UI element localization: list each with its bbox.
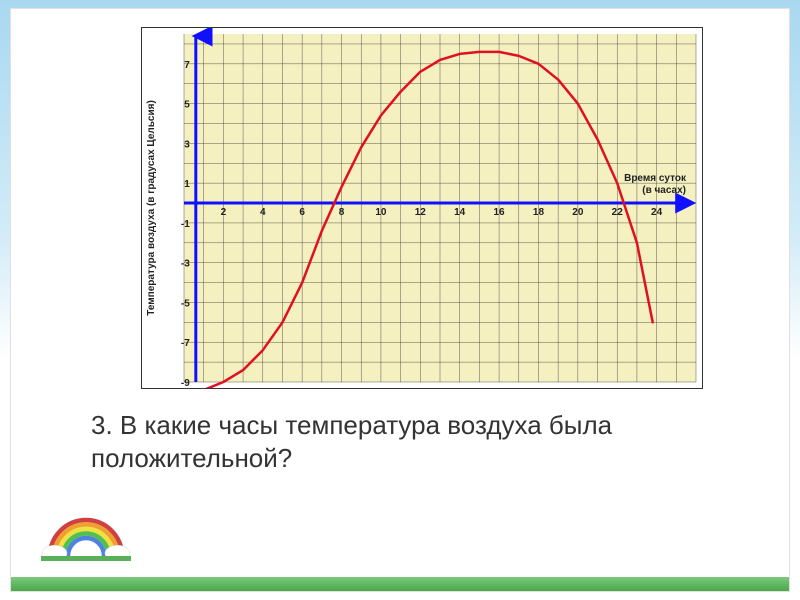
svg-text:10: 10	[375, 207, 387, 218]
rainbow-icon	[41, 506, 131, 561]
content-frame: 24681012141618202224-9-7-5-3-11357Время …	[10, 8, 790, 592]
svg-text:4: 4	[260, 207, 266, 218]
svg-text:-5: -5	[181, 298, 190, 309]
slide: 24681012141618202224-9-7-5-3-11357Время …	[0, 0, 800, 600]
grass-decor	[11, 577, 789, 591]
svg-text:7: 7	[184, 60, 190, 71]
svg-text:3: 3	[184, 139, 190, 150]
svg-text:2: 2	[221, 207, 227, 218]
question-text-block: 3. В какие часы температура воздуха была…	[91, 409, 691, 474]
svg-text:22: 22	[612, 207, 624, 218]
svg-text:12: 12	[415, 207, 427, 218]
svg-text:8: 8	[339, 207, 345, 218]
question-number: 3.	[91, 410, 113, 440]
svg-text:Температура воздуха (в градуса: Температура воздуха (в градусах Цельсия)	[146, 100, 157, 316]
svg-text:24: 24	[651, 207, 663, 218]
svg-text:-1: -1	[181, 219, 190, 230]
question-text: В какие часы температура воздуха была по…	[91, 410, 612, 473]
svg-text:18: 18	[533, 207, 545, 218]
svg-text:6: 6	[299, 207, 305, 218]
temperature-chart: 24681012141618202224-9-7-5-3-11357Время …	[141, 27, 703, 389]
chart-svg: 24681012141618202224-9-7-5-3-11357Время …	[142, 28, 702, 388]
svg-text:-3: -3	[181, 259, 190, 270]
svg-text:1: 1	[184, 179, 190, 190]
svg-text:-7: -7	[181, 338, 190, 349]
svg-text:14: 14	[454, 207, 466, 218]
svg-text:Время суток: Время суток	[624, 173, 687, 184]
svg-text:-9: -9	[181, 378, 190, 388]
svg-text:16: 16	[494, 207, 506, 218]
svg-text:5: 5	[184, 100, 190, 111]
svg-text:(в часах): (в часах)	[642, 185, 686, 196]
svg-text:20: 20	[572, 207, 584, 218]
